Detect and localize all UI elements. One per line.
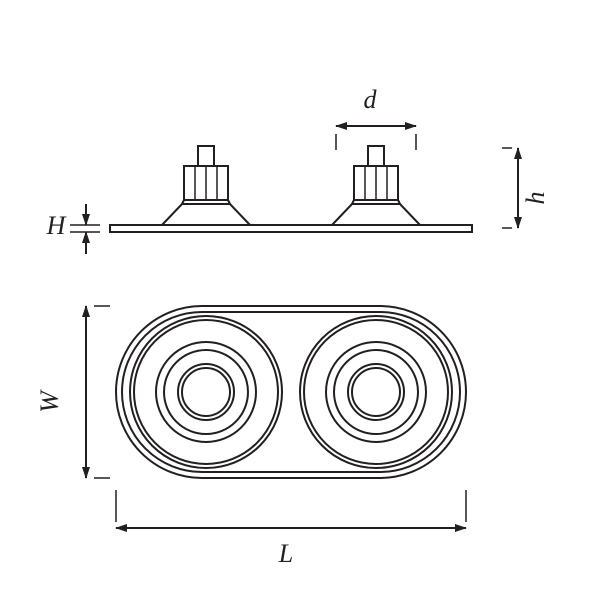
side-elevation <box>110 146 472 232</box>
bulb-plan-1 <box>300 316 452 468</box>
label-L: L <box>278 539 293 568</box>
dimension-diagram: d h H W L <box>0 0 600 600</box>
fixture-side-1 <box>332 146 420 225</box>
mounting-plate <box>110 225 472 232</box>
bulb-plan-0 <box>130 316 282 468</box>
label-H: H <box>46 211 67 240</box>
label-W: W <box>35 389 64 413</box>
fixture-side-0 <box>162 146 250 225</box>
label-h: h <box>521 192 550 205</box>
plan-view <box>116 306 466 478</box>
label-d: d <box>364 85 378 114</box>
